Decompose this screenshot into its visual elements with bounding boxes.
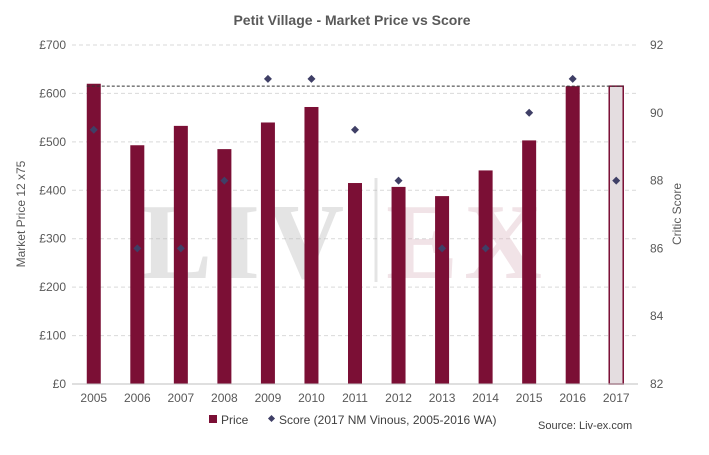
x-tick-label: 2007	[167, 391, 194, 405]
price-bar	[435, 196, 450, 384]
y2-tick-label: 82	[650, 377, 664, 391]
watermark-text-liv: LIV	[140, 183, 350, 302]
price-bar	[86, 83, 101, 384]
price-bars	[86, 83, 624, 385]
y-tick-label: £600	[39, 86, 66, 100]
x-tick-label: 2013	[429, 391, 456, 405]
legend-score-swatch	[267, 414, 276, 423]
price-bar	[173, 125, 188, 384]
price-bar	[130, 145, 145, 384]
score-point	[307, 74, 316, 83]
legend-price-label: Price	[221, 413, 249, 427]
score-point	[351, 125, 359, 134]
legend-score-label: Score (2017 NM Vinous, 2005-2016 WA)	[279, 413, 496, 427]
score-point	[133, 244, 142, 253]
y2-tick-label: 88	[650, 174, 664, 188]
score-point	[176, 244, 185, 253]
legend: Price Score (2017 NM Vinous, 2005-2016 W…	[209, 413, 496, 427]
y-tick-label: £700	[39, 38, 66, 52]
x-tick-label: 2014	[472, 391, 499, 405]
score-point	[568, 74, 577, 83]
y-tick-label: £100	[39, 329, 66, 343]
y2-tick-label: 84	[650, 309, 664, 323]
price-bar	[304, 106, 319, 384]
score-point	[481, 244, 490, 253]
price-bar	[522, 140, 537, 384]
price-bar	[565, 86, 580, 385]
watermark-text-ex: EX	[386, 183, 548, 302]
score-point	[612, 176, 621, 185]
y-axis-title: Market Price 12 x75	[14, 160, 28, 267]
price-bar	[608, 85, 624, 385]
y2-tick-label: 90	[650, 106, 664, 120]
price-bar	[478, 170, 493, 384]
price-bar	[260, 122, 275, 384]
price-bar	[217, 149, 232, 384]
score-point	[263, 74, 272, 83]
source-note: Source: Liv-ex.com	[538, 420, 632, 432]
legend-price-swatch	[209, 415, 217, 423]
x-tick-label: 2017	[603, 391, 630, 405]
right-axis-ticks: 82 84 86 88 90 92	[650, 38, 664, 391]
y-tick-label: £0	[53, 377, 67, 391]
x-tick-label: 2009	[255, 391, 282, 405]
y2-tick-label: 92	[650, 38, 664, 52]
price-bar	[348, 183, 362, 384]
y2-tick-label: 86	[650, 241, 664, 255]
x-tick-label: 2011	[342, 391, 368, 405]
chart-title: Petit Village - Market Price vs Score	[233, 12, 470, 28]
y-tick-label: £300	[39, 232, 66, 246]
x-tick-label: 2005	[80, 391, 107, 405]
x-tick-label: 2016	[559, 391, 586, 405]
score-point	[220, 176, 229, 185]
score-point	[525, 108, 534, 117]
score-point	[394, 176, 403, 185]
x-tick-label: 2012	[385, 391, 412, 405]
y-tick-label: £400	[39, 183, 66, 197]
y-tick-label: £500	[39, 135, 66, 149]
y2-axis-title: Critic Score	[670, 183, 684, 245]
x-tick-label: 2008	[211, 391, 238, 405]
y-tick-label: £200	[39, 280, 66, 294]
x-tick-label: 2010	[298, 391, 325, 405]
x-tick-label: 2015	[516, 391, 543, 405]
left-axis-ticks: £0 £100 £200 £300 £400 £500 £600 £700	[39, 38, 66, 391]
score-point	[89, 125, 98, 134]
price-bar	[391, 186, 406, 384]
x-tick-label: 2006	[124, 391, 151, 405]
score-markers	[89, 74, 621, 253]
x-axis-ticks: 2005 2006 2007 2008 2009 2010 2011 2012 2013 2014…	[80, 391, 629, 405]
score-point	[438, 244, 447, 253]
